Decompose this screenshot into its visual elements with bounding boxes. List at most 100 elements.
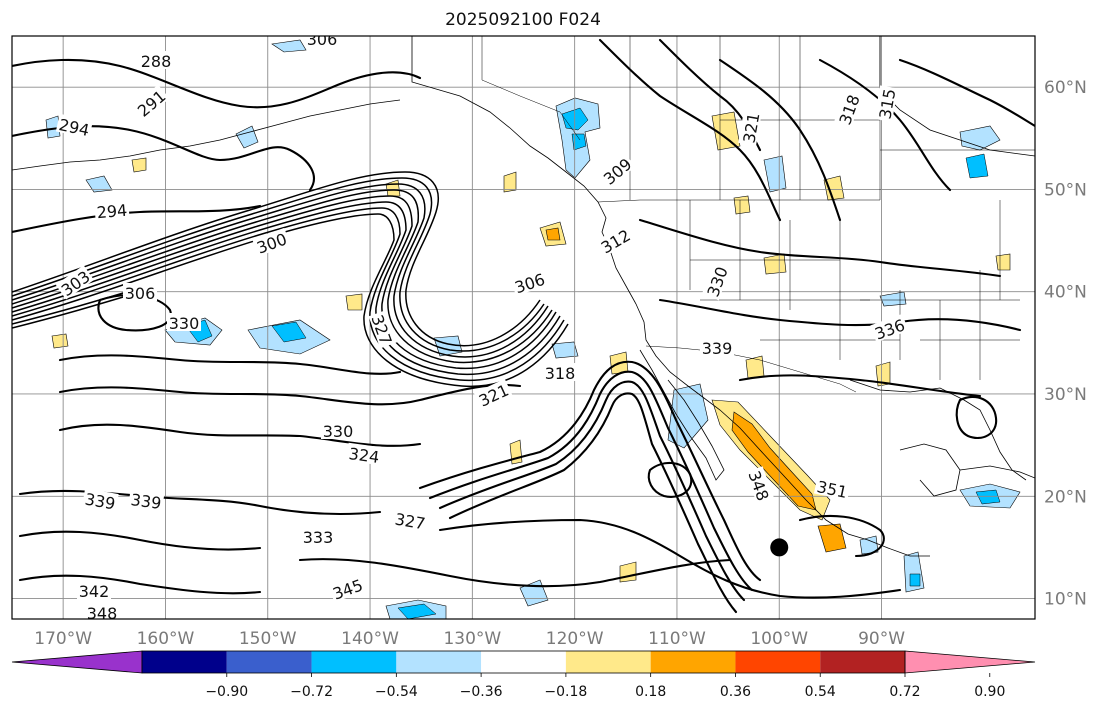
contour-line: [658, 298, 1022, 332]
colorbar-tick-label: −0.72: [290, 684, 333, 700]
lon-tick-label: 170°W: [34, 629, 92, 649]
contour-label-text: 339: [130, 490, 163, 513]
caribbean-islands: [959, 465, 1035, 479]
latitude-ticks: 10°N 20°N 30°N 40°N 50°N 60°N: [1044, 78, 1087, 609]
shade-patch-cyan: [965, 153, 989, 179]
contour-label: 321: [738, 109, 764, 146]
colorbar-segment: [142, 651, 227, 673]
shade-patch-blue: [763, 155, 787, 193]
contour-line: [12, 177, 545, 352]
lon-tick-label: 100°W: [750, 629, 808, 649]
shade-patch-yellow: [51, 333, 69, 349]
aleutian-islands: [12, 99, 401, 171]
colorbar-tick-label: 0.90: [974, 684, 1005, 700]
us-mexico-border: [645, 345, 857, 393]
alaska-canada-border: [481, 36, 581, 141]
contour-line: [12, 171, 541, 347]
colorbar-segment: [481, 651, 566, 673]
contour-line: [12, 58, 422, 109]
lon-tick-label: 140°W: [341, 629, 399, 649]
colorbar-ticks: −0.90 −0.72 −0.54 −0.36 −0.18 0.18 0.36 0.54 0.7…: [205, 673, 1005, 700]
contour-line: [58, 354, 402, 375]
contour-line: [738, 374, 982, 398]
colorbar-frame: [141, 650, 906, 674]
colorbar-tick-label: 0.36: [720, 684, 751, 700]
contour-label-text: 318: [545, 364, 576, 383]
lon-tick-label: 150°W: [239, 629, 297, 649]
colorbar-tick-label: 0.54: [805, 684, 836, 700]
contour-label-text: 330: [323, 422, 354, 441]
contour-line: [638, 218, 1002, 278]
contour-label: 339: [128, 488, 165, 513]
lat-tick-label: 20°N: [1044, 487, 1087, 507]
contour-label: 294: [94, 199, 130, 222]
shade-patch-orange: [545, 227, 561, 241]
canada-us-border: [597, 199, 880, 203]
contour-label-text: 324: [348, 444, 381, 467]
lon-tick-label: 160°W: [137, 629, 195, 649]
contour-label: 294: [55, 113, 93, 140]
contour-line: [12, 195, 557, 370]
shade-patch-yellow: [503, 171, 517, 193]
contour-label-text: 330: [169, 314, 200, 333]
contour-line: [18, 489, 382, 516]
contour-label: 309: [597, 152, 636, 189]
shade-patch-yellow: [823, 175, 845, 201]
contour-label: 324: [346, 442, 383, 467]
shade-patch-blue: [859, 535, 879, 555]
shade-patch-cyan: [975, 489, 1001, 505]
contour-line: [438, 518, 902, 599]
colorbar-tick-label: 0.72: [889, 684, 920, 700]
colorbar-segment: [565, 651, 651, 673]
contour-label-text: 306: [307, 30, 338, 49]
contour-label: 288: [139, 51, 173, 71]
contour-label-text: 288: [141, 52, 172, 71]
lon-tick-label: 90°W: [858, 629, 905, 649]
longitude-ticks: 170°W 160°W 150°W 140°W 130°W 120°W 110°W 100°W…: [34, 629, 905, 649]
colorbar-segment: [226, 651, 312, 673]
contour-label-text: 306: [125, 284, 156, 303]
plot-title: 2025092100 F024: [445, 10, 601, 30]
contour-line: [12, 213, 569, 388]
shade-patch-blue: [551, 341, 579, 359]
contour-line: [647, 461, 693, 498]
colorbar-segment: [735, 651, 821, 673]
contour-label-text: 348: [87, 604, 118, 623]
shade-patch-cyan: [571, 133, 587, 151]
contour-line: [18, 530, 262, 551]
shade-patch-cyan: [397, 603, 437, 619]
shade-patch-yellow: [745, 355, 765, 379]
shade-patch-yellow: [345, 293, 363, 311]
contour-line: [418, 360, 762, 582]
storm-position-marker: [770, 538, 789, 557]
contour-line: [448, 392, 738, 614]
gulf-coast: [849, 379, 1027, 481]
contour-label: 339: [700, 338, 734, 358]
contour-label: 318: [543, 363, 577, 383]
colorbar-segment: [820, 651, 905, 673]
colorbar-extend-high: [904, 650, 1036, 674]
lon-tick-label: 120°W: [546, 629, 604, 649]
colorbar-extend-low: [11, 650, 143, 674]
shade-patch-blue: [45, 115, 61, 139]
contour-label-text: 342: [79, 582, 110, 601]
contour-label: 330: [321, 421, 355, 441]
contour-label: 333: [301, 527, 335, 547]
contour-line: [955, 395, 998, 440]
colorbar-tick-label: −0.54: [375, 684, 418, 700]
contour-line: [428, 370, 754, 592]
shade-patch-yellow: [733, 195, 751, 215]
lat-tick-label: 10°N: [1044, 590, 1087, 610]
graticule: [12, 36, 1035, 619]
contours: [12, 38, 1035, 614]
shade-patch-yellow: [711, 111, 741, 151]
colorbar: [11, 650, 1036, 674]
shade-patch-blue: [879, 291, 907, 307]
contour-line: [12, 189, 553, 364]
contour-label: 342: [77, 581, 111, 601]
colorbar-tick-label: −0.18: [544, 684, 587, 700]
contour-label-text: 339: [702, 339, 733, 358]
shade-patch-yellow: [131, 157, 147, 173]
map-frame: [11, 35, 1036, 620]
contour-line: [898, 58, 1035, 128]
